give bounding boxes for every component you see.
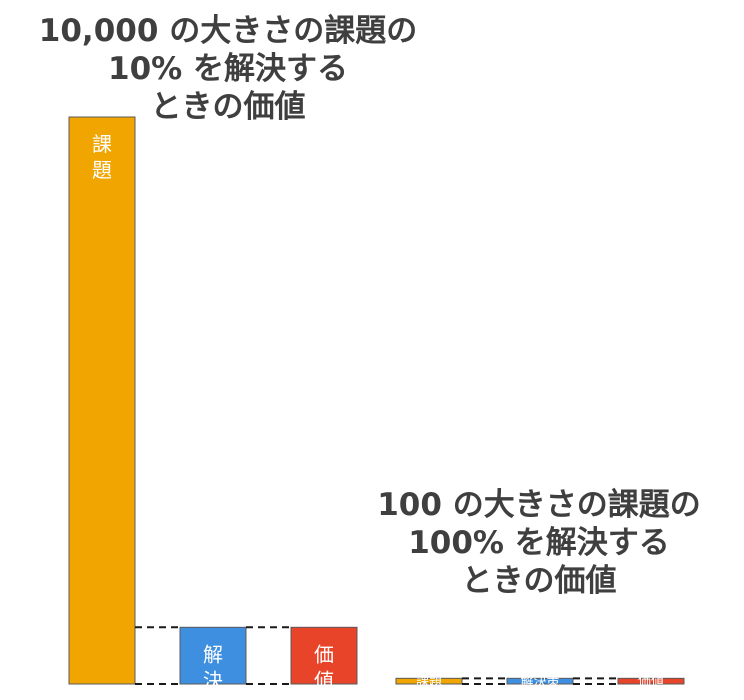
chart-2-title-line-1: 100 の大きさの課題の <box>377 487 701 523</box>
chart-2-bar-2 <box>506 677 574 685</box>
chart-1-title: 10,000 の大きさの課題の 10% を解決する ときの価値 <box>8 12 448 126</box>
chart-1-bar-3 <box>290 626 358 685</box>
chart-2-bar-label-1: 課題 <box>416 674 442 690</box>
chart-2-bar-label-3: 価値 <box>638 674 664 690</box>
chart-1-bar-label-1: 課題 <box>92 132 112 182</box>
chart-2-bar-1 <box>395 677 463 685</box>
chart-2-title-line-2: 100% を解決する <box>408 525 670 561</box>
chart-2-bar-3 <box>617 677 685 685</box>
chart-1-bar-1 <box>68 116 136 685</box>
chart-1-bar-label-2: 解決策 <box>203 642 223 700</box>
chart-2-title: 100 の大きさの課題の 100% を解決する ときの価値 <box>344 486 734 600</box>
chart-1-bar-label-3: 価値 <box>314 642 334 692</box>
chart-2-bar-label-2: 解決策 <box>520 674 559 690</box>
chart-1-title-line-2: 10% を解決する <box>108 51 348 87</box>
chart-1-title-line-1: 10,000 の大きさの課題の <box>38 13 418 49</box>
chart-1-bar-2 <box>179 626 247 685</box>
chart-1-title-line-3: ときの価値 <box>150 89 306 125</box>
chart-2-title-line-3: ときの価値 <box>461 563 617 599</box>
